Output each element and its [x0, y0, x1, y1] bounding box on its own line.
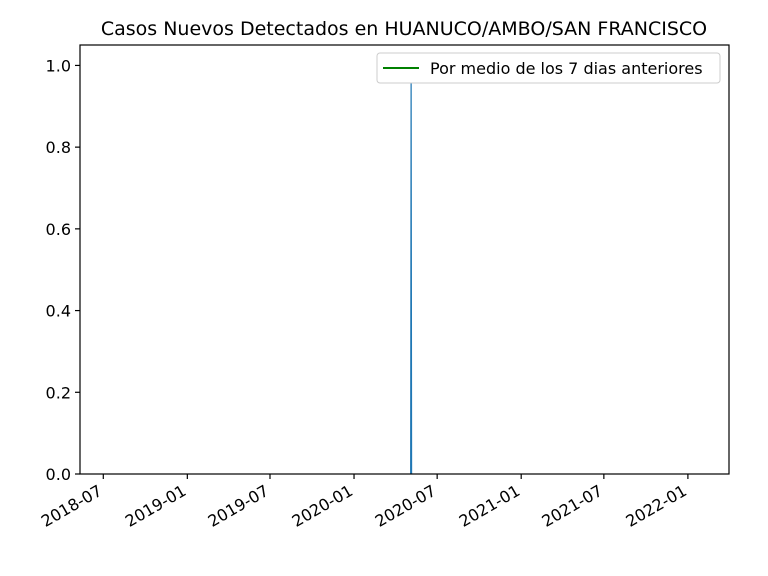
legend: Por medio de los 7 dias anteriores	[376, 52, 721, 84]
x-tick-label: 2020-07	[372, 481, 439, 531]
legend-box	[376, 52, 721, 84]
y-tick-label: 1.0	[46, 56, 71, 75]
x-tick-label: 2019-01	[122, 481, 189, 531]
chart-title: Casos Nuevos Detectados en HUANUCO/AMBO/…	[101, 18, 707, 40]
x-tick-label: 2022-01	[622, 481, 689, 531]
x-axis: 2018-07 2019-01 2019-07 2020-01 2020-07 2021-…	[38, 474, 690, 531]
x-tick-label: 2019-07	[205, 481, 272, 531]
y-axis: 0.0 0.2 0.4 0.6 0.8 1.0	[46, 56, 80, 484]
x-tick-label: 2020-01	[289, 481, 356, 531]
x-tick-label: 2018-07	[38, 481, 105, 531]
y-tick-label: 0.6	[46, 220, 71, 239]
y-tick-label: 0.2	[46, 383, 71, 402]
x-tick-label: 2021-01	[456, 481, 523, 531]
axes-frame	[79, 44, 730, 475]
series-line-0	[410, 65, 413, 475]
legend-label: Por medio de los 7 dias anteriores	[430, 59, 703, 78]
y-tick-label: 0.8	[46, 138, 71, 157]
y-tick-label: 0.0	[46, 465, 71, 484]
y-tick-label: 0.4	[46, 302, 71, 321]
plot-area	[410, 65, 413, 475]
x-tick-label: 2021-07	[538, 481, 605, 531]
